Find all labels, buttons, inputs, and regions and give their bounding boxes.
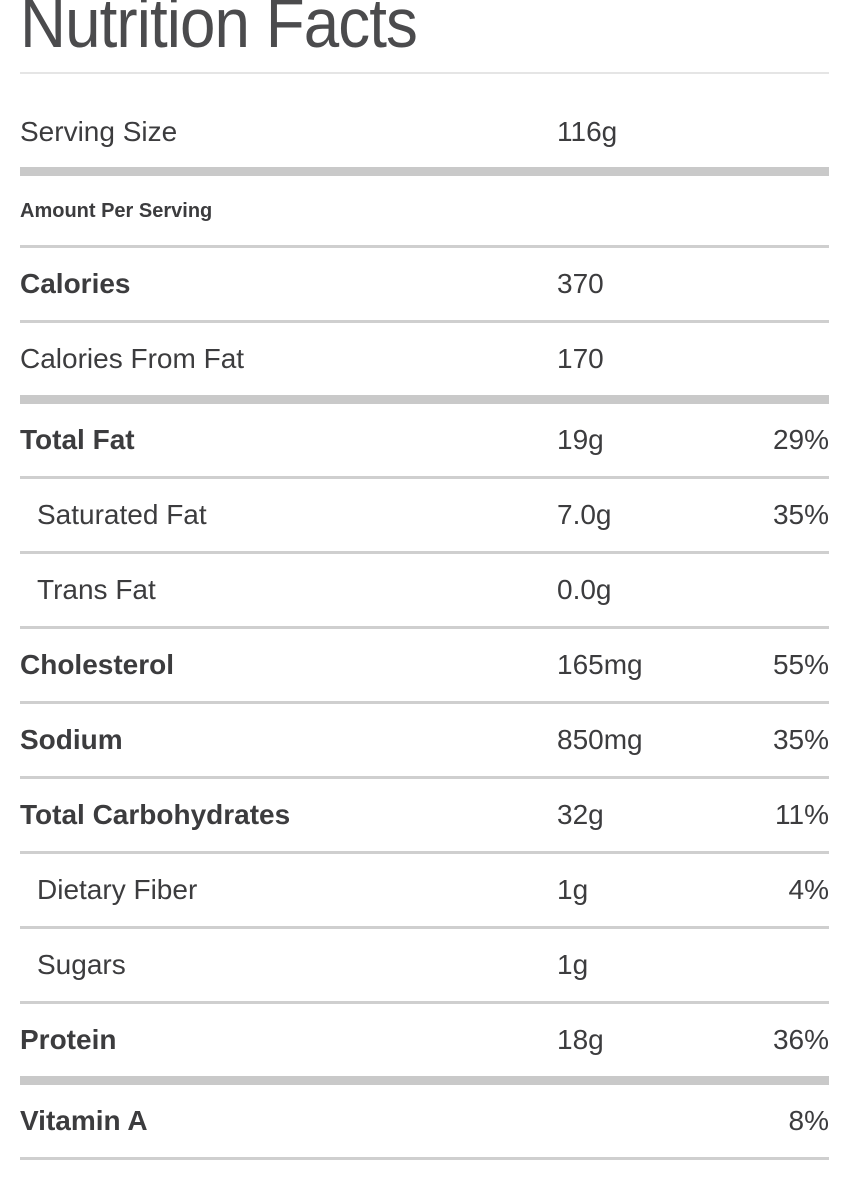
section-divider-bar [20,395,829,404]
row-percent: 8% [788,1105,829,1136]
row-percent: 36% [772,1024,829,1055]
row-percent: 55% [772,649,829,680]
row-label: Saturated Fat [37,499,207,530]
title-section: Nutrition Facts [20,0,829,74]
row-label: Cholesterol [20,649,175,680]
row-label: Dietary Fiber [37,874,198,905]
row-percent: 4% [788,874,829,905]
row-total-carbohydrates: Total Carbohydrates 32g 11% [20,779,829,854]
row-saturated-fat: Saturated Fat 7.0g 35% [20,479,829,554]
row-value: 850mg [557,724,643,755]
row-value: 1g [557,949,589,980]
row-calories-from-fat: Calories From Fat 170 [20,323,829,395]
row-label: Calories [20,268,131,299]
row-label: Vitamin A [20,1105,148,1136]
row-sodium: Sodium 850mg 35% [20,704,829,779]
row-value: 170 [557,343,604,374]
row-value: 7.0g [557,499,612,530]
row-calories: Calories 370 [20,248,829,323]
page-title: Nutrition Facts [20,0,418,62]
row-dietary-fiber: Dietary Fiber 1g 4% [20,854,829,929]
row-percent: 29% [772,424,829,455]
row-vitamin-a: Vitamin A 8% [20,1085,829,1160]
row-total-fat: Total Fat 19g 29% [20,404,829,479]
row-label: Total Fat [20,424,135,455]
row-value: 116g [557,116,618,147]
row-protein: Protein 18g 36% [20,1004,829,1076]
row-serving-size: Serving Size 116g [20,74,829,167]
row-sugars: Sugars 1g [20,929,829,1004]
row-value: 19g [557,424,604,455]
section-divider-bar [20,167,829,176]
row-value: 0.0g [557,574,612,605]
row-cholesterol: Cholesterol 165mg 55% [20,629,829,704]
row-percent: 11% [775,799,829,830]
row-value: 1g [557,874,589,905]
row-trans-fat: Trans Fat 0.0g [20,554,829,629]
row-label: Protein [20,1024,117,1055]
row-label: Trans Fat [37,574,156,605]
row-value: 18g [557,1024,604,1055]
row-label: Sodium [20,724,123,755]
nutrition-facts-label: Nutrition Facts Serving Size 116g Amount… [20,0,829,1160]
row-label: Serving Size [20,116,178,147]
amount-per-serving-header: Amount Per Serving [20,176,829,248]
row-value: 370 [557,268,604,299]
row-value: 165mg [557,649,643,680]
row-value: 32g [557,799,604,830]
row-percent: 35% [772,499,829,530]
row-label: Calories From Fat [20,343,245,374]
row-label: Sugars [37,949,126,980]
row-percent: 35% [772,724,829,755]
row-label: Total Carbohydrates [20,799,291,830]
section-divider-bar [20,1076,829,1085]
